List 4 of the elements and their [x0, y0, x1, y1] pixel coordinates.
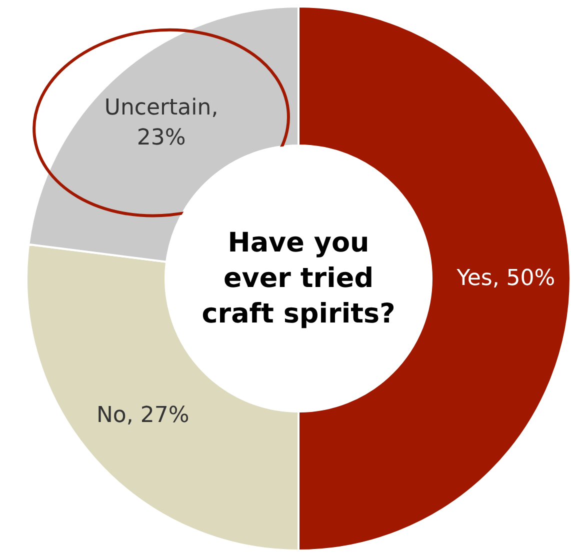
slice-label: Yes, 50%	[456, 266, 556, 291]
text: Have you ever tried craft spirits?	[202, 227, 396, 330]
slice-label: No, 27%	[96, 403, 190, 428]
slice-label: Uncertain, 23%	[104, 95, 218, 150]
